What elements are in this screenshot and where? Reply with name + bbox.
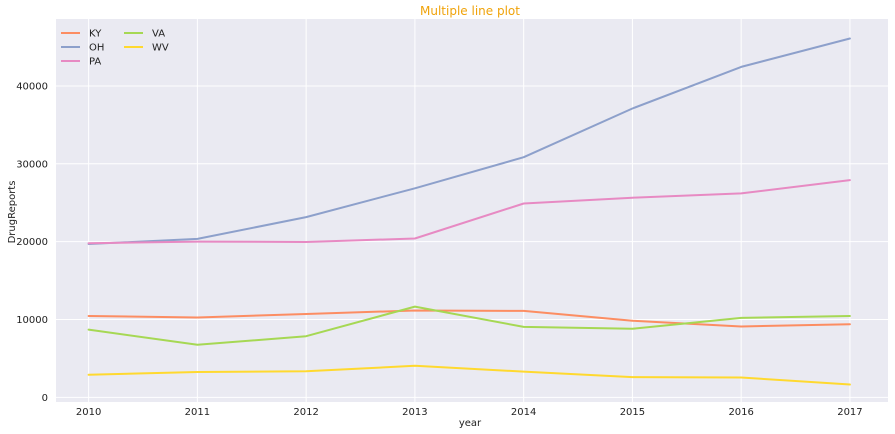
- x-tick-label: 2015: [620, 407, 645, 418]
- y-tick-label: 30000: [16, 159, 48, 170]
- series-line-pa: [87, 179, 851, 245]
- y-tick-label: 10000: [16, 315, 48, 326]
- x-axis-label: year: [459, 418, 482, 429]
- chart-title: Multiple line plot: [420, 4, 520, 18]
- x-tick-label: 2010: [76, 407, 101, 418]
- y-tick-label: 0: [42, 393, 48, 404]
- legend-label: VA: [152, 29, 165, 40]
- legend-item-pa: PA: [61, 57, 101, 68]
- x-tick-label: 2011: [185, 407, 210, 418]
- legend-item-ky: KY: [61, 29, 102, 40]
- y-tick-labels: 0 10000 20000 30000 40000: [16, 81, 48, 403]
- legend-label: OH: [89, 43, 104, 54]
- series-line-oh: [87, 37, 851, 245]
- x-tick-label: 2017: [837, 407, 862, 418]
- series-line-wv: [87, 364, 851, 386]
- legend: KY OH PA VA WV: [61, 29, 169, 68]
- legend-item-wv: WV: [124, 43, 169, 54]
- legend-item-oh: OH: [61, 43, 104, 54]
- series-line-ky: [87, 309, 851, 328]
- x-tick-label: 2016: [728, 407, 753, 418]
- legend-item-va: VA: [124, 29, 165, 40]
- series-line-va: [87, 305, 851, 346]
- y-axis-label: DrugReports: [7, 181, 18, 244]
- legend-label: KY: [89, 29, 102, 40]
- x-tick-label: 2012: [293, 407, 318, 418]
- series-lines: [87, 37, 851, 386]
- y-tick-label: 20000: [16, 237, 48, 248]
- plot-background: [56, 19, 888, 402]
- y-tick-label: 40000: [16, 81, 48, 92]
- legend-label: WV: [152, 43, 169, 54]
- x-tick-label: 2014: [511, 407, 536, 418]
- legend-label: PA: [89, 57, 101, 68]
- x-tick-label: 2013: [402, 407, 427, 418]
- x-tick-labels: 2010 2011 2012 2013 2014 2015 2016 2017: [76, 407, 863, 418]
